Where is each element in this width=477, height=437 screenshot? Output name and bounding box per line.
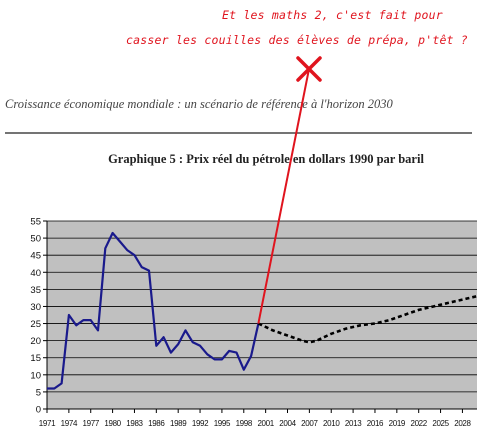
y-tick-label: 35 xyxy=(30,285,41,296)
x-tick-label: 2022 xyxy=(410,419,427,428)
x-tick-label: 1989 xyxy=(170,419,187,428)
x-tick-label: 1992 xyxy=(192,419,209,428)
x-tick-label: 2007 xyxy=(301,419,318,428)
x-tick-label: 1998 xyxy=(236,419,253,428)
x-axis-ticks: 1971 1974 1977 1980 1983 1986 1989 1992 1995 1998… xyxy=(39,409,472,428)
x-tick-label: 2016 xyxy=(367,419,384,428)
y-tick-label: 45 xyxy=(30,251,41,262)
projection-series-line xyxy=(257,294,477,344)
x-tick-label: 1974 xyxy=(61,419,78,428)
x-tick-label: 1977 xyxy=(83,419,100,428)
x-tick-label: 1995 xyxy=(214,419,231,428)
document-header-text: Croissance économique mondiale : un scén… xyxy=(5,97,394,111)
annotation-line-2: casser les couilles des élèves de prépa,… xyxy=(126,33,468,47)
annotation-pointer-line xyxy=(257,68,310,324)
chart-title: Graphique 5 : Prix réel du pétrole en do… xyxy=(108,152,424,166)
y-tick-label: 10 xyxy=(30,370,41,381)
annotation-line-1: Et les maths 2, c'est fait pour xyxy=(222,8,443,22)
historical-series-line xyxy=(47,231,260,390)
x-tick-label: 1983 xyxy=(126,419,143,428)
x-tick-label: 2004 xyxy=(279,419,296,428)
x-tick-label: 2019 xyxy=(389,419,406,428)
y-tick-label: 25 xyxy=(30,319,41,330)
y-tick-label: 15 xyxy=(30,353,41,364)
y-tick-label: 40 xyxy=(30,268,41,279)
y-tick-label: 5 xyxy=(36,387,41,398)
x-tick-label: 1980 xyxy=(104,419,121,428)
x-tick-label: 1971 xyxy=(39,419,56,428)
y-tick-label: 0 xyxy=(36,405,41,416)
x-tick-label: 2028 xyxy=(454,419,471,428)
x-tick-label: 2001 xyxy=(257,419,274,428)
plot-background xyxy=(47,221,477,409)
gridlines xyxy=(47,220,477,393)
x-tick-label: 1986 xyxy=(148,419,165,428)
x-tick-label: 2013 xyxy=(345,419,362,428)
y-tick-label: 20 xyxy=(30,336,41,347)
x-tick-label: 2010 xyxy=(323,419,340,428)
y-tick-label: 30 xyxy=(30,302,41,313)
x-tick-label: 2025 xyxy=(432,419,449,428)
y-tick-label: 50 xyxy=(30,234,41,245)
y-tick-label: 55 xyxy=(30,217,41,228)
y-axis-ticks: 0 5 10 15 20 25 30 35 40 45 50 55 xyxy=(30,217,47,416)
series-layer xyxy=(47,231,477,390)
